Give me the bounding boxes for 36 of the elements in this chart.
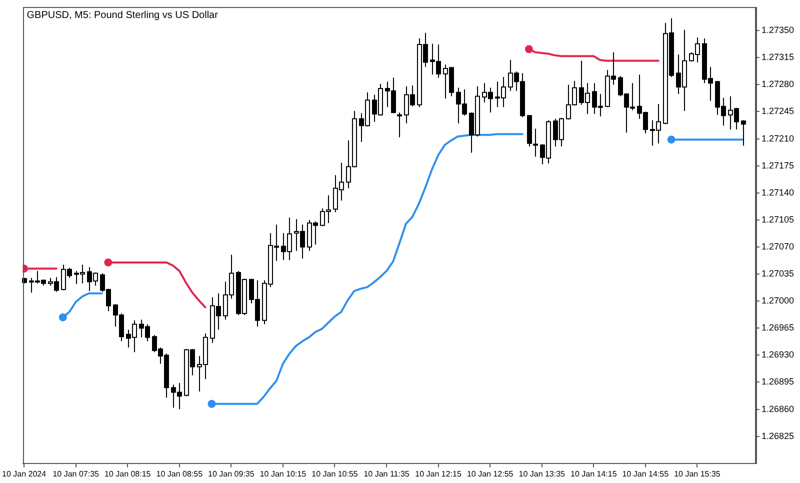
y-tick-label: 1.27070 xyxy=(761,241,794,252)
y-tick-label: 1.26860 xyxy=(761,404,794,414)
x-tick-label: 10 Jan 13:35 xyxy=(518,469,566,478)
x-tick-label: 10 Jan 12:55 xyxy=(466,469,514,478)
y-tick-label: 1.26965 xyxy=(761,322,794,333)
x-tick-label: 10 Jan 08:55 xyxy=(156,469,204,478)
x-tick-label: 10 Jan 08:15 xyxy=(104,469,152,478)
y-tick-label: 1.27000 xyxy=(761,296,794,306)
x-tick-label: 10 Jan 12:15 xyxy=(415,469,462,478)
y-tick-label: 1.27280 xyxy=(761,79,794,90)
y-tick-label: 1.26930 xyxy=(761,350,794,360)
y-tick-label: 1.27315 xyxy=(761,52,794,62)
y-tick-label: 1.27035 xyxy=(761,268,794,279)
y-tick-label: 1.27210 xyxy=(761,133,794,144)
x-tick-label: 10 Jan 15:35 xyxy=(674,469,721,478)
point xyxy=(667,136,676,144)
x-tick-label: 10 Jan 2024 xyxy=(2,469,47,478)
point xyxy=(524,45,533,54)
point xyxy=(104,258,112,266)
x-tick-label: 10 Jan 10:15 xyxy=(260,469,307,478)
x-tick-label: 10 Jan 07:35 xyxy=(52,469,100,478)
y-tick-label: 1.27245 xyxy=(761,106,794,116)
point xyxy=(208,400,216,408)
x-tick-label: 10 Jan 14:55 xyxy=(622,469,670,478)
x-tick-label: 10 Jan 10:55 xyxy=(312,469,358,478)
x-tick-label: 10 Jan 14:15 xyxy=(570,469,618,478)
y-tick-label: 1.27350 xyxy=(761,25,794,36)
y-tick-label: 1.27105 xyxy=(761,214,794,224)
y-tick-label: 1.27140 xyxy=(761,187,794,198)
y-tick-label: 1.27175 xyxy=(761,160,794,170)
x-tick-label: 10 Jan 09:35 xyxy=(208,469,255,478)
x-tick-label: 10 Jan 11:35 xyxy=(364,469,410,478)
point xyxy=(58,313,67,322)
chart-title: GBPUSD, M5: Pound Sterling vs US Dollar xyxy=(26,10,219,22)
y-tick-label: 1.26825 xyxy=(761,430,794,441)
y-tick-label: 1.26895 xyxy=(761,376,794,387)
